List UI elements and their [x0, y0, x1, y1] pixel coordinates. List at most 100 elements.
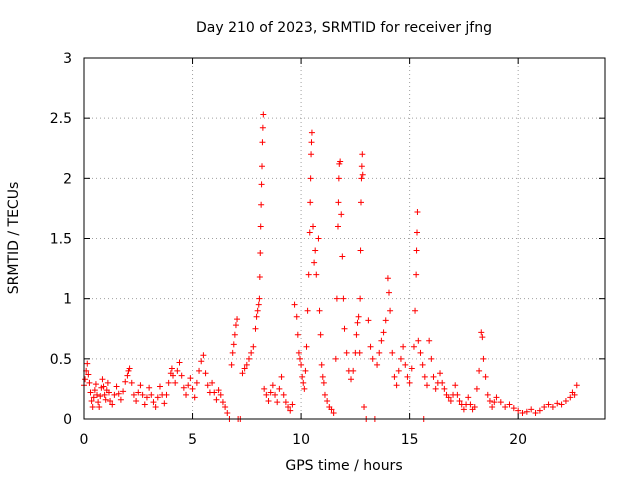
data-point [107, 397, 114, 404]
data-point [96, 403, 103, 410]
data-point [163, 391, 170, 398]
data-point [423, 382, 430, 389]
data-point [256, 295, 263, 302]
data-point [90, 394, 97, 401]
data-point [355, 313, 362, 320]
data-point [400, 343, 407, 350]
data-point [335, 199, 342, 206]
data-point [573, 382, 580, 389]
data-point [358, 163, 365, 170]
data-point [185, 382, 192, 389]
data-point [130, 391, 137, 398]
data-point [356, 349, 363, 356]
data-point [102, 396, 109, 403]
data-point [348, 376, 355, 383]
data-point [85, 371, 92, 378]
data-point [562, 397, 569, 404]
data-point [456, 397, 463, 404]
data-point [301, 385, 308, 392]
data-point [97, 393, 104, 400]
data-point [84, 360, 91, 367]
data-point [313, 271, 320, 278]
data-point [300, 379, 307, 386]
data-point [248, 349, 255, 356]
data-point [219, 399, 226, 406]
x-tick-label: 0 [80, 432, 89, 448]
data-point [386, 289, 393, 296]
data-point [239, 370, 246, 377]
data-point [307, 199, 314, 206]
data-point [198, 358, 205, 365]
x-tick-label: 20 [509, 432, 527, 448]
data-point [426, 337, 433, 344]
x-tick-label: 5 [188, 432, 197, 448]
data-point [369, 355, 376, 362]
data-point [126, 365, 133, 372]
data-point [254, 307, 261, 314]
y-tick-label: 1 [63, 292, 72, 308]
data-point [404, 373, 411, 380]
data-point [258, 181, 265, 188]
data-point [528, 406, 535, 413]
data-point [489, 403, 496, 410]
data-point [191, 394, 198, 401]
data-point [150, 399, 157, 406]
data-point [382, 317, 389, 324]
data-point [317, 331, 324, 338]
data-point [452, 382, 459, 389]
data-point [389, 349, 396, 356]
data-point [295, 349, 302, 356]
data-point [168, 365, 175, 372]
data-point [258, 201, 265, 208]
data-point [308, 139, 315, 146]
data-point [289, 401, 296, 408]
data-point [193, 379, 200, 386]
data-point [113, 383, 120, 390]
y-axis-label: SRMTID / TECUs [6, 182, 22, 295]
data-point [358, 175, 365, 182]
data-point [357, 247, 364, 254]
data-point [234, 316, 241, 323]
data-point [287, 407, 294, 414]
data-point [318, 361, 325, 368]
data-point [282, 399, 289, 406]
data-point [82, 376, 89, 383]
data-point [229, 349, 236, 356]
data-point [439, 379, 446, 386]
data-point [414, 209, 421, 216]
data-point [204, 382, 211, 389]
data-point [200, 352, 207, 359]
data-point [339, 253, 346, 260]
data-point [105, 389, 112, 396]
data-point [361, 403, 368, 410]
data-point [170, 372, 177, 379]
data-point [298, 361, 305, 368]
data-point [92, 381, 99, 388]
data-point [343, 349, 350, 356]
data-point [324, 397, 331, 404]
data-point [330, 409, 337, 416]
data-point [100, 383, 107, 390]
data-point [480, 355, 487, 362]
data-point [312, 247, 319, 254]
data-point [154, 394, 161, 401]
data-point [571, 391, 578, 398]
data-point [263, 391, 270, 398]
data-point [156, 383, 163, 390]
data-point [515, 407, 522, 414]
data-point [231, 331, 238, 338]
data-point [502, 403, 509, 410]
plot-frame [83, 57, 606, 420]
data-point [259, 163, 266, 170]
grid [84, 58, 605, 419]
data-point [471, 403, 478, 410]
data-point [393, 382, 400, 389]
data-point [319, 373, 326, 380]
data-point [333, 295, 340, 302]
data-point [359, 151, 366, 158]
data-point [523, 408, 530, 415]
data-point [338, 211, 345, 218]
data-point [122, 378, 129, 385]
data-point [299, 373, 306, 380]
